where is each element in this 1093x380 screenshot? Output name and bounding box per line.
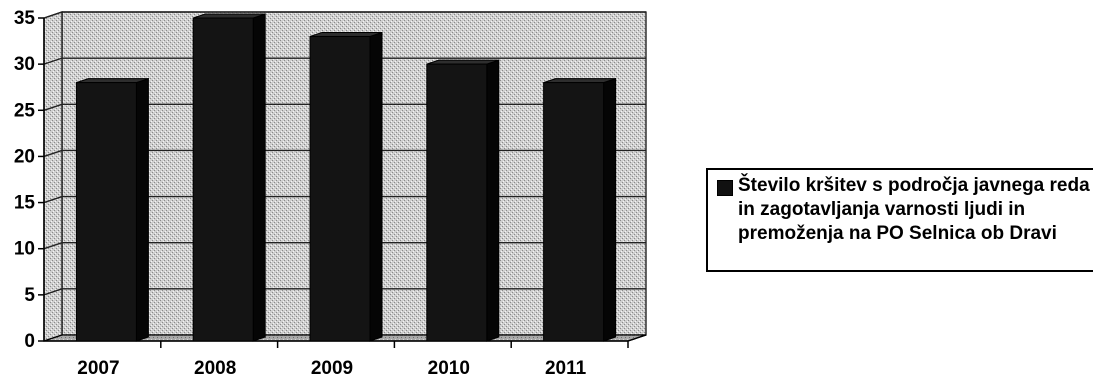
x-category-label: 2011 xyxy=(545,358,587,379)
bar-side xyxy=(252,13,266,342)
bar-top xyxy=(76,78,149,84)
legend-swatch xyxy=(717,180,733,196)
gridline xyxy=(43,57,646,65)
bar-top xyxy=(193,13,266,19)
bar-top xyxy=(309,31,383,37)
y-tick-label: 10 xyxy=(14,239,35,260)
bar-top xyxy=(543,78,616,84)
y-tick-label: 5 xyxy=(24,285,35,306)
bar-side xyxy=(369,31,383,342)
y-tick-label: 0 xyxy=(24,331,35,352)
bar-2007 xyxy=(75,77,149,342)
bar-side xyxy=(135,77,149,342)
bar-2009 xyxy=(309,31,383,342)
floor-edge xyxy=(627,334,647,342)
bar-chart: 0 5 10 15 20 25 30 35 2007 2008 2009 2010 2011 xyxy=(14,8,647,379)
bar-front xyxy=(426,63,488,342)
bar-front xyxy=(543,82,605,342)
y-tick-label: 20 xyxy=(14,146,35,167)
bar-front xyxy=(309,35,371,342)
bar-side xyxy=(486,59,500,342)
x-category-label: 2010 xyxy=(428,358,470,379)
legend: Število kršitev s področja javnega reda … xyxy=(706,168,1093,272)
bar-top xyxy=(426,59,499,65)
bar-2010 xyxy=(426,59,500,342)
x-axis-category-labels: 2007 2008 2009 2010 2011 xyxy=(77,341,629,379)
bars xyxy=(75,13,617,342)
bar-side xyxy=(603,77,617,342)
x-category-label: 2009 xyxy=(311,358,353,379)
y-tick-label: 30 xyxy=(14,54,35,75)
y-tick-label: 25 xyxy=(14,100,36,121)
legend-label: Število kršitev s področja javnega reda … xyxy=(738,175,1090,244)
bar-2011 xyxy=(543,77,617,342)
y-tick-label: 35 xyxy=(14,8,36,29)
y-tick-label: 15 xyxy=(14,193,36,214)
bar-front xyxy=(192,17,254,342)
bar-front xyxy=(75,82,137,342)
x-category-label: 2007 xyxy=(77,358,119,379)
gridline xyxy=(43,11,646,19)
bar-2008 xyxy=(192,13,266,342)
x-category-label: 2008 xyxy=(194,358,236,379)
y-axis-tick-labels: 0 5 10 15 20 25 30 35 xyxy=(14,8,44,352)
